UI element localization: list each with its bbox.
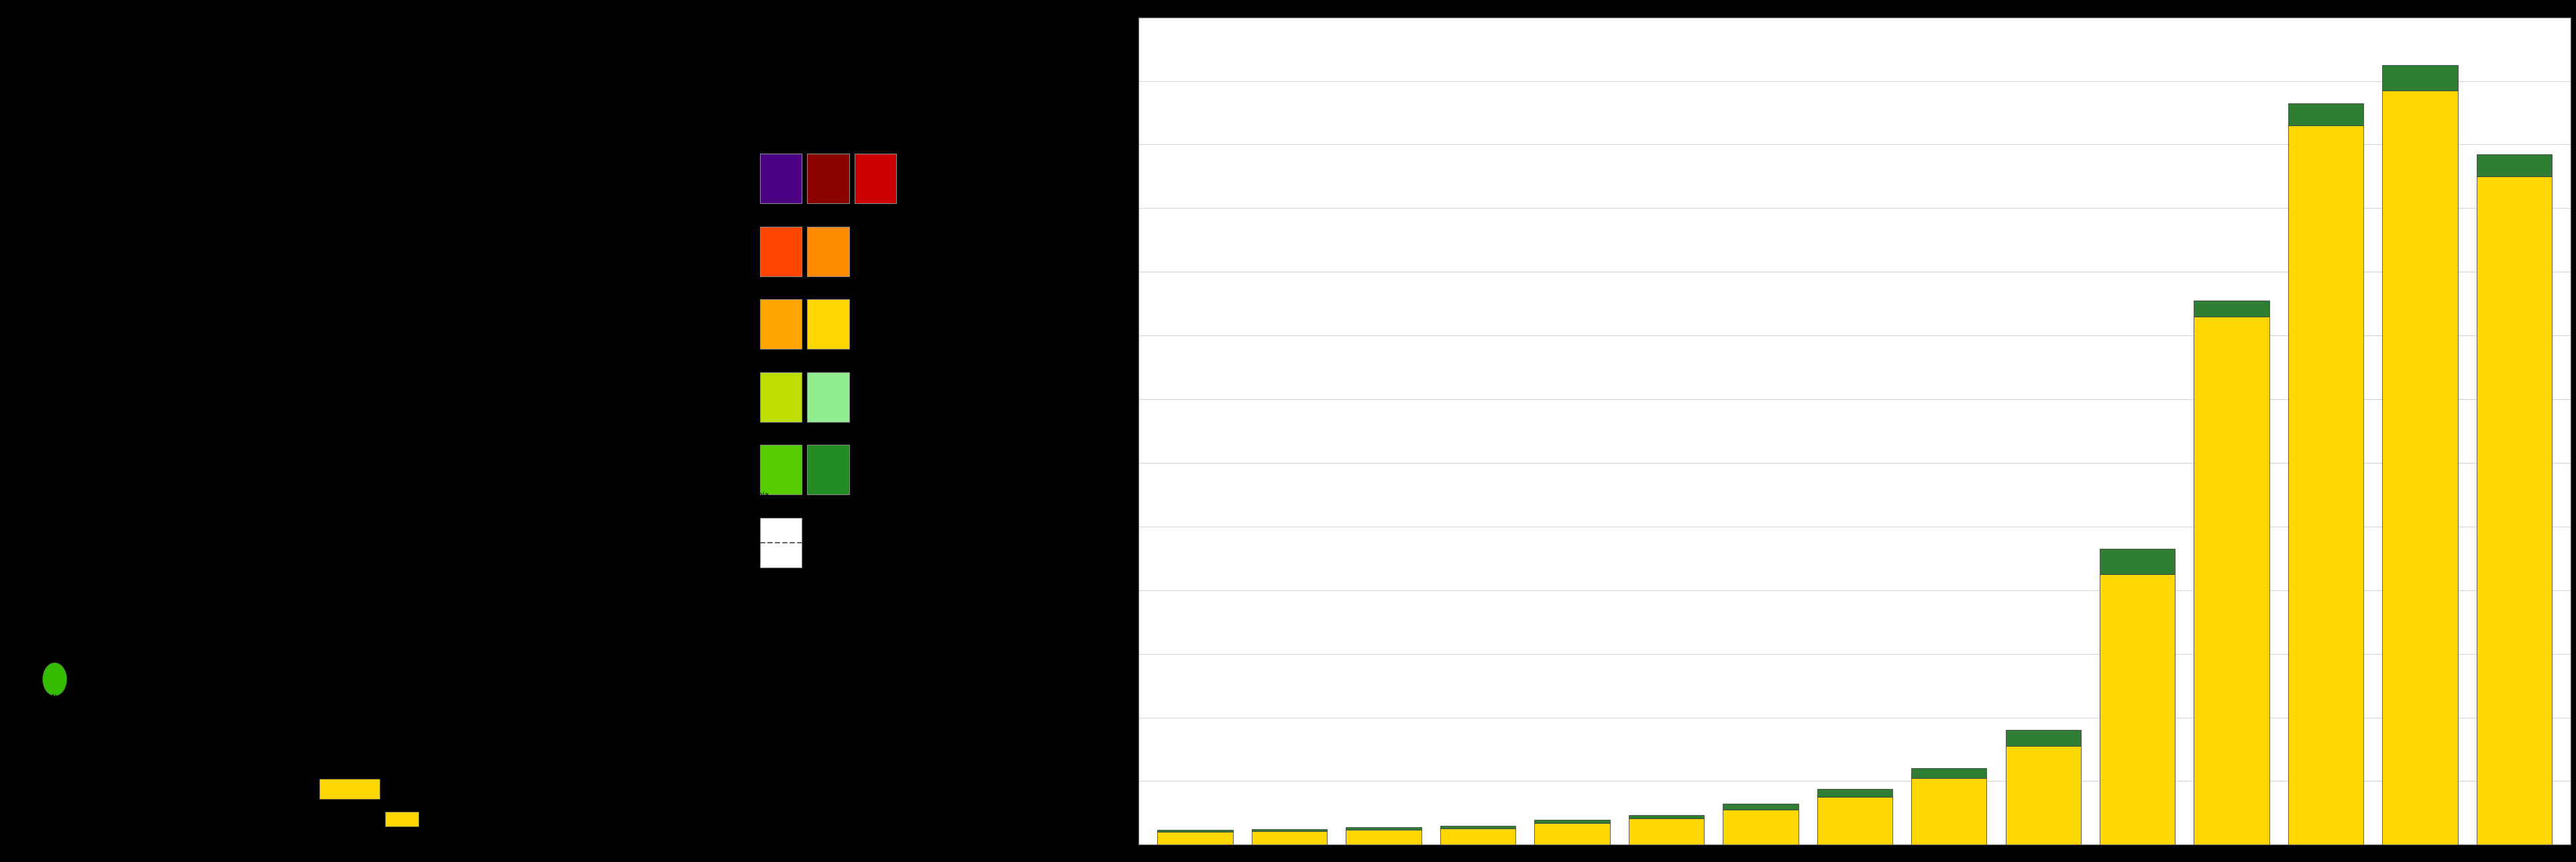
Bar bbox=[760, 299, 801, 349]
Text: Puerto Rico: Puerto Rico bbox=[381, 804, 422, 811]
Bar bbox=[855, 153, 896, 203]
Text: High: High bbox=[866, 247, 886, 256]
Bar bbox=[806, 153, 850, 203]
Bar bbox=[1345, 828, 1422, 829]
Bar bbox=[1911, 778, 1986, 845]
Bar bbox=[1723, 803, 1798, 809]
Bar bbox=[2099, 574, 2174, 845]
Bar bbox=[2007, 746, 2081, 845]
Bar bbox=[1535, 823, 1610, 845]
Bar bbox=[2195, 301, 2269, 316]
Bar bbox=[1252, 831, 1327, 845]
Text: New York City: New York City bbox=[716, 438, 762, 445]
Bar bbox=[1911, 768, 1986, 778]
Bar bbox=[1816, 789, 1893, 797]
Bar bbox=[760, 372, 801, 422]
Bar bbox=[1440, 826, 1515, 828]
Bar bbox=[1157, 830, 1234, 832]
Text: Hawaii: Hawaii bbox=[237, 744, 260, 751]
Bar bbox=[1345, 829, 1422, 845]
Bar bbox=[1628, 815, 1703, 819]
Text: District of Columbia: District of Columbia bbox=[698, 492, 770, 498]
Bar bbox=[319, 778, 379, 799]
Bar bbox=[386, 812, 417, 827]
Bar bbox=[760, 227, 801, 276]
Bar bbox=[806, 227, 850, 276]
Ellipse shape bbox=[44, 663, 67, 696]
Bar bbox=[806, 372, 850, 422]
Bar bbox=[2287, 103, 2365, 126]
Title: Influenza Positive Tests Reported to CDC by Clinical Laboratories,
National Summ: Influenza Positive Tests Reported to CDC… bbox=[1649, 0, 2061, 9]
Text: Minimal: Minimal bbox=[866, 465, 902, 475]
Bar bbox=[2099, 549, 2174, 574]
Text: Alaska: Alaska bbox=[137, 785, 160, 792]
Bar bbox=[2195, 316, 2269, 845]
Bar bbox=[1723, 809, 1798, 845]
Bar bbox=[760, 518, 801, 567]
Bar bbox=[1628, 819, 1703, 845]
Bar bbox=[2476, 177, 2553, 845]
Bar bbox=[2287, 126, 2365, 845]
Bar bbox=[2476, 154, 2553, 177]
Bar bbox=[2383, 91, 2458, 845]
Text: Very High: Very High bbox=[912, 174, 958, 184]
Text: Virgin Islands: Virgin Islands bbox=[510, 831, 556, 838]
Bar bbox=[760, 445, 801, 495]
Bar bbox=[1157, 832, 1234, 845]
Bar bbox=[806, 445, 850, 495]
Bar bbox=[2383, 65, 2458, 91]
Text: ILI Activity Level: ILI Activity Level bbox=[793, 84, 891, 93]
Text: Insufficient Data: Insufficient Data bbox=[819, 538, 894, 547]
Bar bbox=[760, 153, 801, 203]
Bar bbox=[806, 299, 850, 349]
Text: N. Mariana Islands: N. Mariana Islands bbox=[52, 695, 113, 702]
Text: Moderate: Moderate bbox=[866, 320, 909, 329]
Bar bbox=[1535, 820, 1610, 823]
Y-axis label: # of Positive Specimens: # of Positive Specimens bbox=[1087, 375, 1097, 487]
Text: Low: Low bbox=[866, 392, 884, 402]
Text: 2024-25 Influenza Season Week 2 ending Jan 11, 2025: 2024-25 Influenza Season Week 2 ending J… bbox=[296, 38, 639, 50]
Bar bbox=[1816, 797, 1893, 845]
Bar bbox=[1252, 829, 1327, 831]
Bar bbox=[1440, 828, 1515, 845]
Bar bbox=[2007, 730, 2081, 746]
